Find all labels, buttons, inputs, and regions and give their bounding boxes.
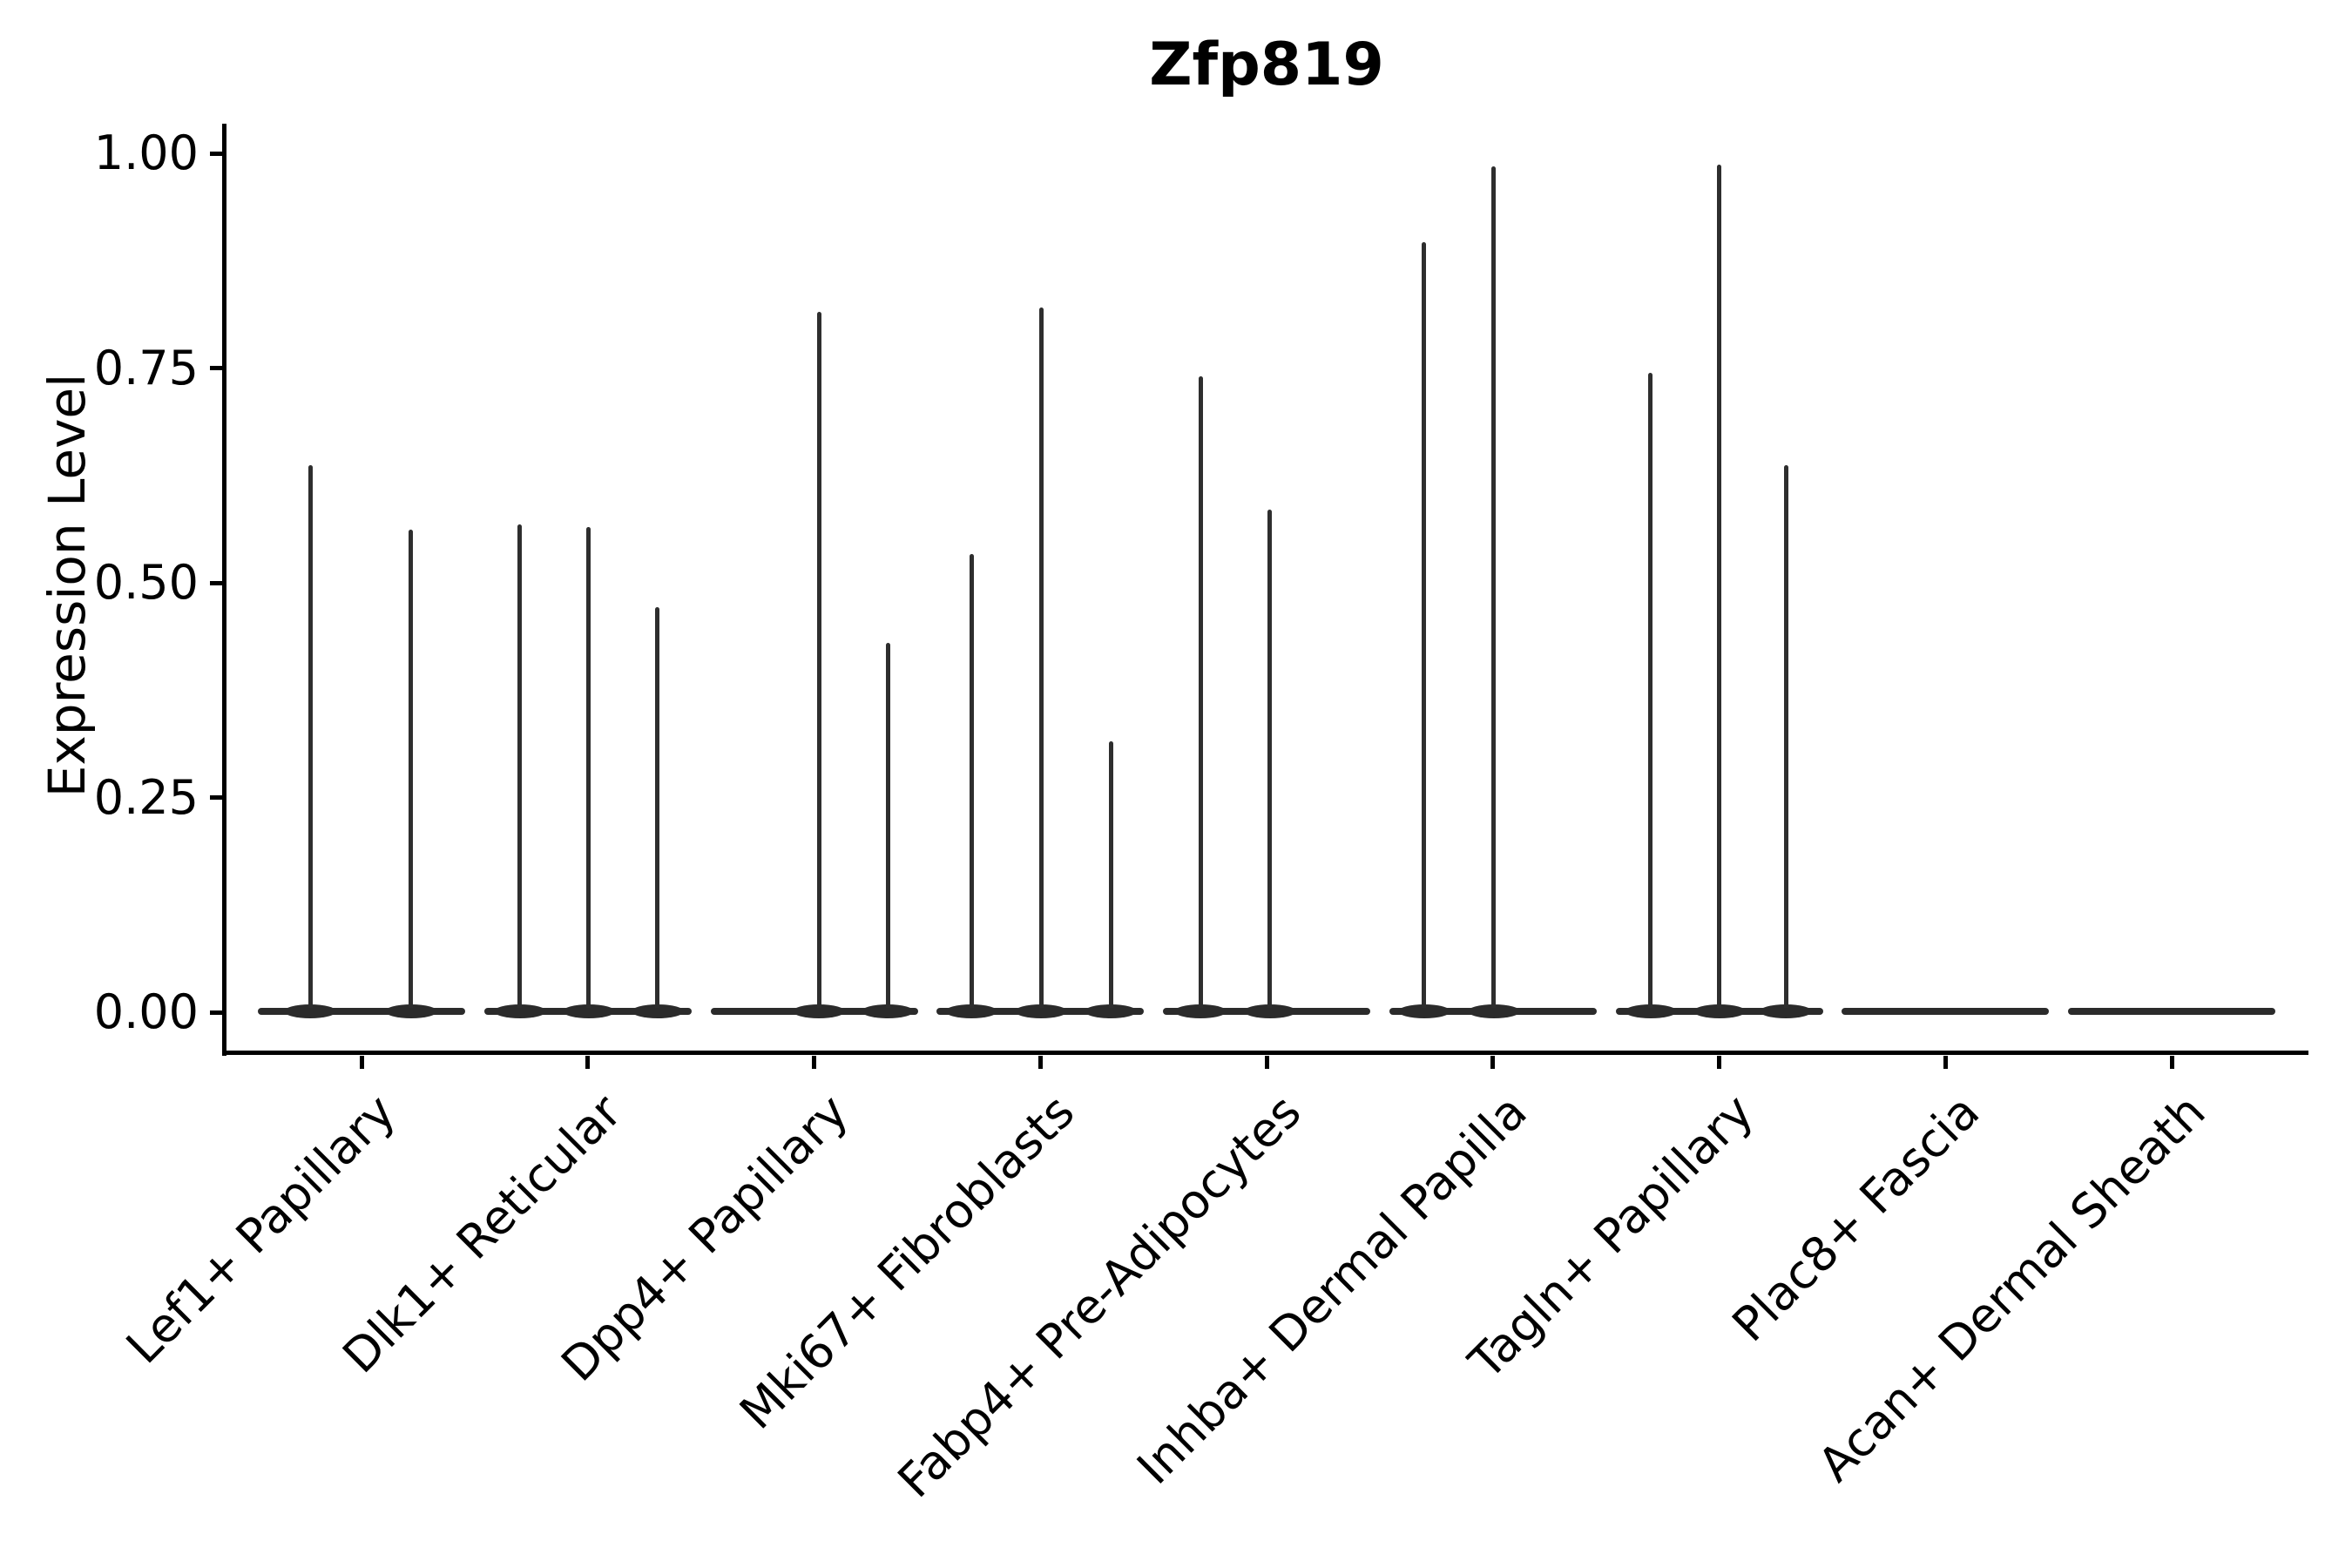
bottom-axis-spine [222, 1051, 2308, 1055]
y-tick [209, 366, 223, 370]
y-axis-label: Expression Level [37, 373, 97, 798]
y-tick [209, 151, 223, 156]
violin-spike [1648, 373, 1653, 1015]
violin-spike [1038, 308, 1044, 1015]
violin-spike [1491, 166, 1497, 1015]
x-tick [359, 1055, 364, 1069]
violin-spike [1783, 464, 1788, 1015]
y-tick-label: 1.00 [93, 125, 199, 180]
violin-base [258, 1008, 465, 1015]
violin-base [2068, 1008, 2275, 1015]
violin-spike [969, 554, 974, 1015]
violin-spike [586, 526, 591, 1015]
y-tick-label: 0.25 [93, 769, 199, 825]
x-tick [1717, 1055, 1721, 1069]
x-tick [1490, 1055, 1496, 1069]
violin-base [1389, 1008, 1597, 1015]
left-axis-spine [222, 124, 226, 1056]
violin-spike [517, 524, 523, 1015]
y-tick-label: 0.75 [93, 340, 199, 395]
y-tick-label: 0.50 [93, 555, 199, 610]
violin-spike [655, 606, 660, 1015]
violin-spike [1108, 741, 1113, 1015]
violin-base [936, 1008, 1145, 1015]
x-tick-label: Fabp4+ Pre-Adipocytes [887, 1084, 1312, 1509]
violin-spike [1717, 164, 1721, 1015]
x-tick-label: Acan+ Dermal Sheath [1808, 1084, 2217, 1492]
y-tick [209, 795, 223, 800]
x-tick [1943, 1055, 1948, 1069]
x-tick [585, 1055, 591, 1069]
x-tick [812, 1055, 816, 1069]
violin-base [1842, 1008, 2050, 1015]
violin-base [1615, 1008, 1823, 1015]
y-tick [209, 1010, 223, 1015]
violin-base [1163, 1008, 1370, 1015]
violin-spike [308, 464, 313, 1015]
violin-spike [1198, 376, 1203, 1015]
violin-spike [409, 529, 414, 1015]
x-tick-label: Inhba+ Dermal Papilla [1126, 1084, 1538, 1495]
y-tick [209, 580, 223, 585]
violin-base [710, 1008, 918, 1015]
violin-spike [1267, 510, 1273, 1015]
violin-spike [885, 643, 890, 1015]
x-tick [1037, 1055, 1043, 1069]
x-tick [1264, 1055, 1269, 1069]
x-tick-label: Plac8+ Fascia [1721, 1084, 1990, 1353]
violin-spike [1422, 241, 1427, 1015]
y-tick-label: 0.00 [93, 984, 199, 1039]
x-tick [2169, 1055, 2174, 1069]
violin-base [483, 1008, 692, 1015]
violin-spike [816, 312, 821, 1015]
chart-title: Zfp819 [1149, 30, 1384, 99]
